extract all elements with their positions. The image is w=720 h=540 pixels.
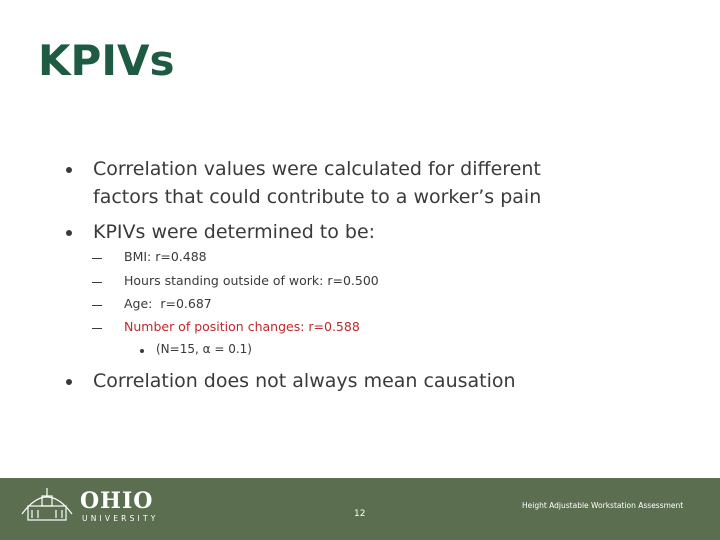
sub-item: BMI: r=0.488 bbox=[124, 249, 207, 264]
bullet bbox=[66, 230, 72, 236]
logo-name: OHIO bbox=[80, 488, 154, 514]
bullet-text: Correlation does not always mean causati… bbox=[93, 370, 516, 392]
note: (N=15, α = 0.1) bbox=[156, 342, 252, 356]
bullet-text: Correlation values were calculated for d… bbox=[93, 158, 542, 208]
dash bbox=[92, 305, 102, 306]
logo-sub: UNIVERSITY bbox=[82, 514, 159, 523]
page-number: 12 bbox=[354, 509, 366, 519]
logo-emblem bbox=[21, 488, 73, 521]
sub-item: Number of position changes: r=0.588 bbox=[124, 319, 360, 334]
footer-caption: Height Adjustable Workstation Assessment bbox=[522, 501, 684, 510]
slide-title: KPIVs bbox=[38, 36, 175, 85]
bullet bbox=[66, 167, 72, 173]
bullet bbox=[140, 349, 144, 353]
sub-item: Hours standing outside of work: r=0.500 bbox=[124, 273, 379, 288]
dash bbox=[92, 282, 102, 283]
dash bbox=[92, 328, 102, 329]
sub-item: Age: r=0.687 bbox=[124, 296, 212, 311]
bullet bbox=[66, 379, 72, 385]
bullet-text: KPIVs were determined to be: bbox=[93, 221, 376, 243]
footer-bar bbox=[0, 478, 720, 540]
dash bbox=[92, 258, 102, 259]
